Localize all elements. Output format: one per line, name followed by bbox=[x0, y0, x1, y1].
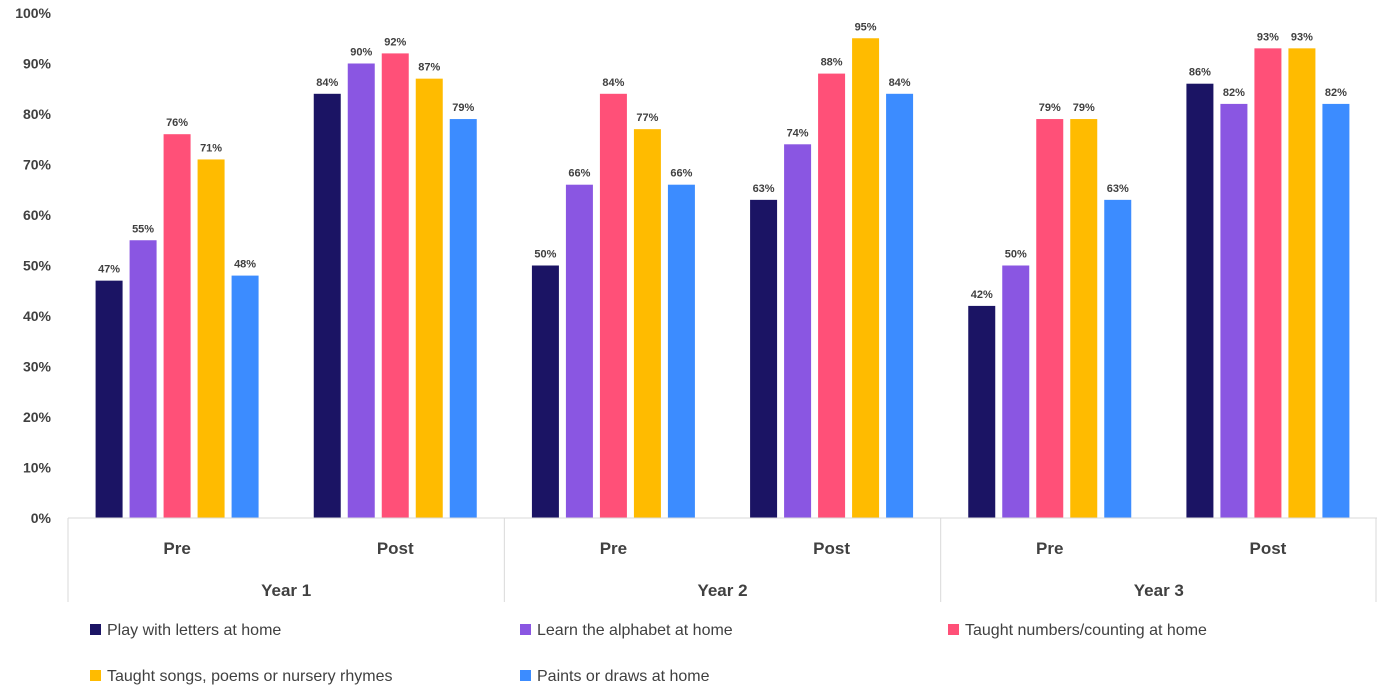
legend-label: Paints or draws at home bbox=[537, 668, 710, 685]
data-label: 66% bbox=[568, 168, 590, 180]
bar bbox=[1070, 119, 1098, 519]
bar bbox=[231, 275, 259, 518]
legend-swatch bbox=[520, 670, 531, 681]
data-label: 93% bbox=[1257, 31, 1279, 43]
bar bbox=[1002, 265, 1030, 518]
bar bbox=[163, 134, 191, 518]
bar bbox=[449, 119, 477, 519]
data-label: 79% bbox=[452, 102, 474, 114]
y-tick-label: 40% bbox=[23, 308, 52, 324]
y-tick-label: 30% bbox=[23, 359, 52, 375]
data-label: 95% bbox=[855, 21, 877, 33]
y-tick-label: 50% bbox=[23, 258, 52, 274]
bar bbox=[95, 280, 123, 518]
x-tick-label: Post bbox=[1249, 539, 1286, 558]
bar bbox=[852, 38, 880, 518]
y-tick-label: 90% bbox=[23, 56, 52, 72]
data-label: 47% bbox=[98, 264, 120, 276]
bar bbox=[667, 184, 695, 518]
legend-label: Learn the alphabet at home bbox=[537, 622, 733, 639]
bar bbox=[1036, 119, 1064, 519]
bar bbox=[415, 78, 443, 519]
bar bbox=[313, 93, 341, 519]
bar bbox=[531, 265, 559, 518]
data-label: 76% bbox=[166, 117, 188, 129]
data-label: 77% bbox=[636, 112, 658, 124]
x-tick-label: Pre bbox=[163, 539, 190, 558]
y-tick-label: 80% bbox=[23, 106, 52, 122]
y-tick-label: 100% bbox=[15, 5, 51, 21]
data-label: 84% bbox=[316, 77, 338, 89]
x-tick-label: Post bbox=[813, 539, 850, 558]
bar bbox=[599, 93, 627, 519]
legend-label: Taught numbers/counting at home bbox=[965, 622, 1207, 639]
x-tick-label: Post bbox=[377, 539, 414, 558]
y-tick-label: 10% bbox=[23, 460, 52, 476]
data-label: 63% bbox=[1107, 183, 1129, 195]
legend-swatch bbox=[520, 624, 531, 635]
y-tick-label: 0% bbox=[31, 510, 52, 526]
data-label: 90% bbox=[350, 47, 372, 59]
data-label: 87% bbox=[418, 62, 440, 74]
data-label: 50% bbox=[534, 249, 556, 261]
data-label: 48% bbox=[234, 259, 256, 271]
bar bbox=[197, 159, 225, 518]
data-label: 79% bbox=[1073, 102, 1095, 114]
data-label: 84% bbox=[889, 77, 911, 89]
x-group-label: Year 1 bbox=[261, 581, 311, 600]
bar bbox=[1288, 48, 1316, 518]
x-group-label: Year 3 bbox=[1134, 581, 1184, 600]
bar bbox=[1254, 48, 1282, 518]
bar bbox=[347, 63, 375, 518]
x-tick-label: Pre bbox=[600, 539, 627, 558]
bar bbox=[381, 53, 409, 519]
data-label: 42% bbox=[971, 289, 993, 301]
legend-swatch bbox=[90, 624, 101, 635]
data-label: 50% bbox=[1005, 249, 1027, 261]
y-tick-label: 20% bbox=[23, 409, 52, 425]
x-group-label: Year 2 bbox=[697, 581, 747, 600]
data-label: 88% bbox=[821, 57, 843, 69]
bar bbox=[1104, 199, 1132, 518]
data-label: 74% bbox=[787, 127, 809, 139]
bar bbox=[1220, 103, 1248, 519]
bar bbox=[784, 144, 812, 519]
bar bbox=[818, 73, 846, 518]
x-tick-label: Pre bbox=[1036, 539, 1063, 558]
legend-swatch bbox=[90, 670, 101, 681]
data-label: 82% bbox=[1325, 87, 1347, 99]
bar bbox=[750, 199, 778, 518]
bar bbox=[565, 184, 593, 518]
data-label: 82% bbox=[1223, 87, 1245, 99]
data-label: 92% bbox=[384, 36, 406, 48]
bar bbox=[886, 93, 914, 519]
data-label: 71% bbox=[200, 142, 222, 154]
data-label: 93% bbox=[1291, 31, 1313, 43]
legend-label: Taught songs, poems or nursery rhymes bbox=[107, 668, 392, 685]
data-label: 55% bbox=[132, 223, 154, 235]
data-label: 86% bbox=[1189, 67, 1211, 79]
data-label: 84% bbox=[602, 77, 624, 89]
y-tick-label: 70% bbox=[23, 157, 52, 173]
bar bbox=[1186, 83, 1214, 518]
legend-label: Play with letters at home bbox=[107, 622, 281, 639]
bar bbox=[968, 305, 996, 518]
bar bbox=[633, 129, 661, 518]
data-label: 63% bbox=[753, 183, 775, 195]
bar bbox=[129, 240, 157, 518]
legend-swatch bbox=[948, 624, 959, 635]
data-label: 66% bbox=[670, 168, 692, 180]
bar bbox=[1322, 103, 1350, 519]
y-tick-label: 60% bbox=[23, 207, 52, 223]
data-label: 79% bbox=[1039, 102, 1061, 114]
